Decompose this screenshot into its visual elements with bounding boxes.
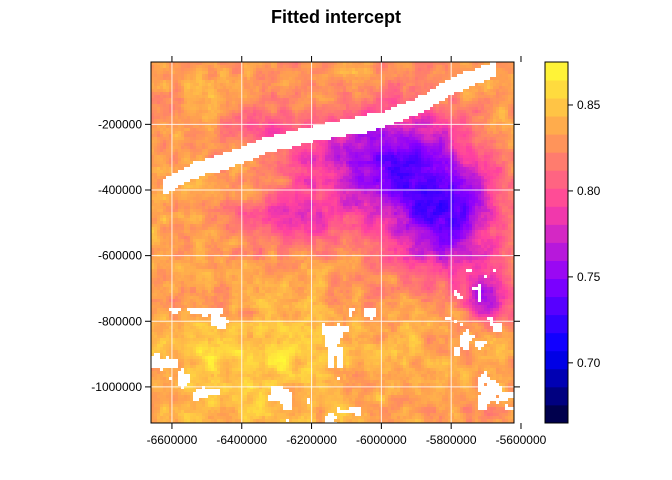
x-tick-label: -5600000 bbox=[496, 433, 547, 447]
colorbar-band bbox=[545, 62, 568, 81]
colorbar-band bbox=[545, 206, 568, 225]
colorbar-band bbox=[545, 152, 568, 171]
plot-frame bbox=[150, 61, 515, 424]
colorbar-band bbox=[545, 170, 568, 189]
colorbar-band bbox=[545, 80, 568, 99]
x-tick-label: -6400000 bbox=[216, 433, 267, 447]
colorbar-tick-label: 0.85 bbox=[577, 98, 601, 112]
y-tick-label: -1000000 bbox=[91, 380, 142, 394]
y-tick-label: -800000 bbox=[98, 314, 142, 328]
colorbar-band bbox=[545, 116, 568, 135]
grid-lines bbox=[151, 62, 514, 423]
colorbar-band bbox=[545, 224, 568, 243]
colorbar bbox=[544, 61, 569, 424]
x-tick-label: -6200000 bbox=[286, 433, 337, 447]
colorbar-band bbox=[545, 242, 568, 261]
colorbar-band bbox=[545, 314, 568, 334]
colorbar-tick-label: 0.75 bbox=[577, 270, 601, 284]
colorbar-tick-label: 0.80 bbox=[577, 184, 601, 198]
colorbar-tick-label: 0.70 bbox=[577, 356, 601, 370]
colorbar-band bbox=[545, 278, 568, 298]
chart-title: Fitted intercept bbox=[271, 7, 401, 27]
colorbar-band bbox=[545, 404, 568, 424]
colorbar-band bbox=[545, 296, 568, 316]
colorbar-band bbox=[545, 260, 568, 279]
heatmap-cells bbox=[151, 62, 155, 66]
colorbar-band bbox=[545, 134, 568, 153]
x-tick-label: -6600000 bbox=[147, 433, 198, 447]
colorbar-frame bbox=[544, 61, 569, 424]
colorbar-axis: 0.70 0.75 0.80 0.85 bbox=[568, 98, 601, 370]
y-tick-label: -200000 bbox=[98, 117, 142, 131]
heatmap-raster bbox=[151, 62, 514, 423]
colorbar-band bbox=[545, 386, 568, 406]
y-axis: -200000 -400000 -600000 -800000 -1000000 bbox=[91, 117, 520, 394]
colorbar-band bbox=[545, 368, 568, 388]
colorbar-band bbox=[545, 332, 568, 352]
x-tick-label: -6000000 bbox=[356, 433, 407, 447]
colorbar-band bbox=[545, 98, 568, 117]
y-tick-label: -600000 bbox=[98, 249, 142, 263]
colorbar-band bbox=[545, 188, 568, 207]
x-axis: -6600000 -6400000 -6200000 -6000000 -5800000… bbox=[147, 56, 547, 447]
y-tick-label: -400000 bbox=[98, 183, 142, 197]
x-tick-label: -5800000 bbox=[426, 433, 477, 447]
colorbar-band bbox=[545, 350, 568, 370]
